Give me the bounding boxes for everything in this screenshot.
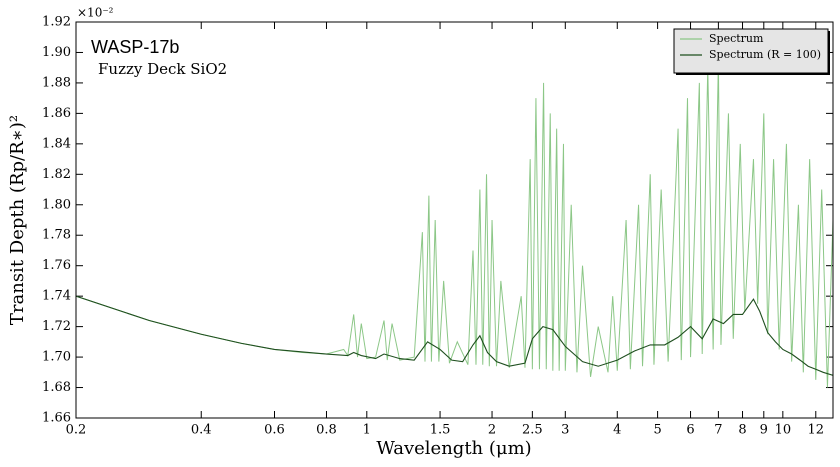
y-tick-label: 1.90: [42, 45, 71, 60]
x-tick-label: 2: [488, 423, 496, 438]
y-axis-label: Transit Depth (Rp/R∗)²: [7, 115, 28, 325]
x-tick-label: 3: [561, 423, 569, 438]
x-tick-label: 0.2: [66, 423, 87, 438]
chart-subtitle: Fuzzy Deck SiO2: [98, 60, 227, 78]
x-tick-label: 0.4: [191, 423, 212, 438]
plot-frame: [75, 21, 834, 419]
y-tick-label: 1.84: [42, 136, 71, 151]
x-tick-label: 2.5: [522, 423, 543, 438]
chart-title: WASP-17b: [91, 37, 179, 57]
x-tick-label: 0.8: [316, 423, 337, 438]
x-axis-label: Wavelength (μm): [376, 438, 531, 459]
x-tick-label: 5: [653, 423, 661, 438]
legend-label: Spectrum: [709, 32, 764, 45]
x-tick-label: 8: [738, 423, 746, 438]
x-tick-label: 7: [714, 423, 722, 438]
x-tick-label: 12: [808, 423, 825, 438]
y-tick-label: 1.86: [42, 106, 71, 121]
x-tick-label: 1.5: [430, 423, 451, 438]
offset-label: ×10⁻²: [77, 6, 114, 20]
y-tick-label: 1.74: [42, 289, 71, 304]
y-tick-label: 1.76: [42, 258, 71, 273]
y-tick-label: 1.68: [42, 380, 71, 395]
y-tick-label: 1.92: [42, 15, 71, 30]
y-tick-label: 1.70: [42, 350, 71, 365]
y-tick-label: 1.88: [42, 75, 71, 90]
legend-label: Spectrum (R = 100): [709, 48, 821, 61]
series-line: [76, 295, 833, 376]
x-tick-label: 4: [613, 423, 621, 438]
y-tick-label: 1.80: [42, 197, 71, 212]
y-tick-label: 1.82: [42, 167, 71, 182]
y-tick-label: 1.72: [42, 319, 71, 334]
y-tick-label: 1.66: [42, 411, 71, 426]
x-tick-label: 1: [363, 423, 371, 438]
legend-box: [673, 28, 829, 74]
x-tick-label: 6: [686, 423, 694, 438]
y-tick-label: 1.78: [42, 228, 71, 243]
series-line: [76, 60, 833, 388]
x-tick-label: 10: [775, 423, 792, 438]
x-tick-label: 9: [760, 423, 768, 438]
x-tick-label: 0.6: [264, 423, 285, 438]
